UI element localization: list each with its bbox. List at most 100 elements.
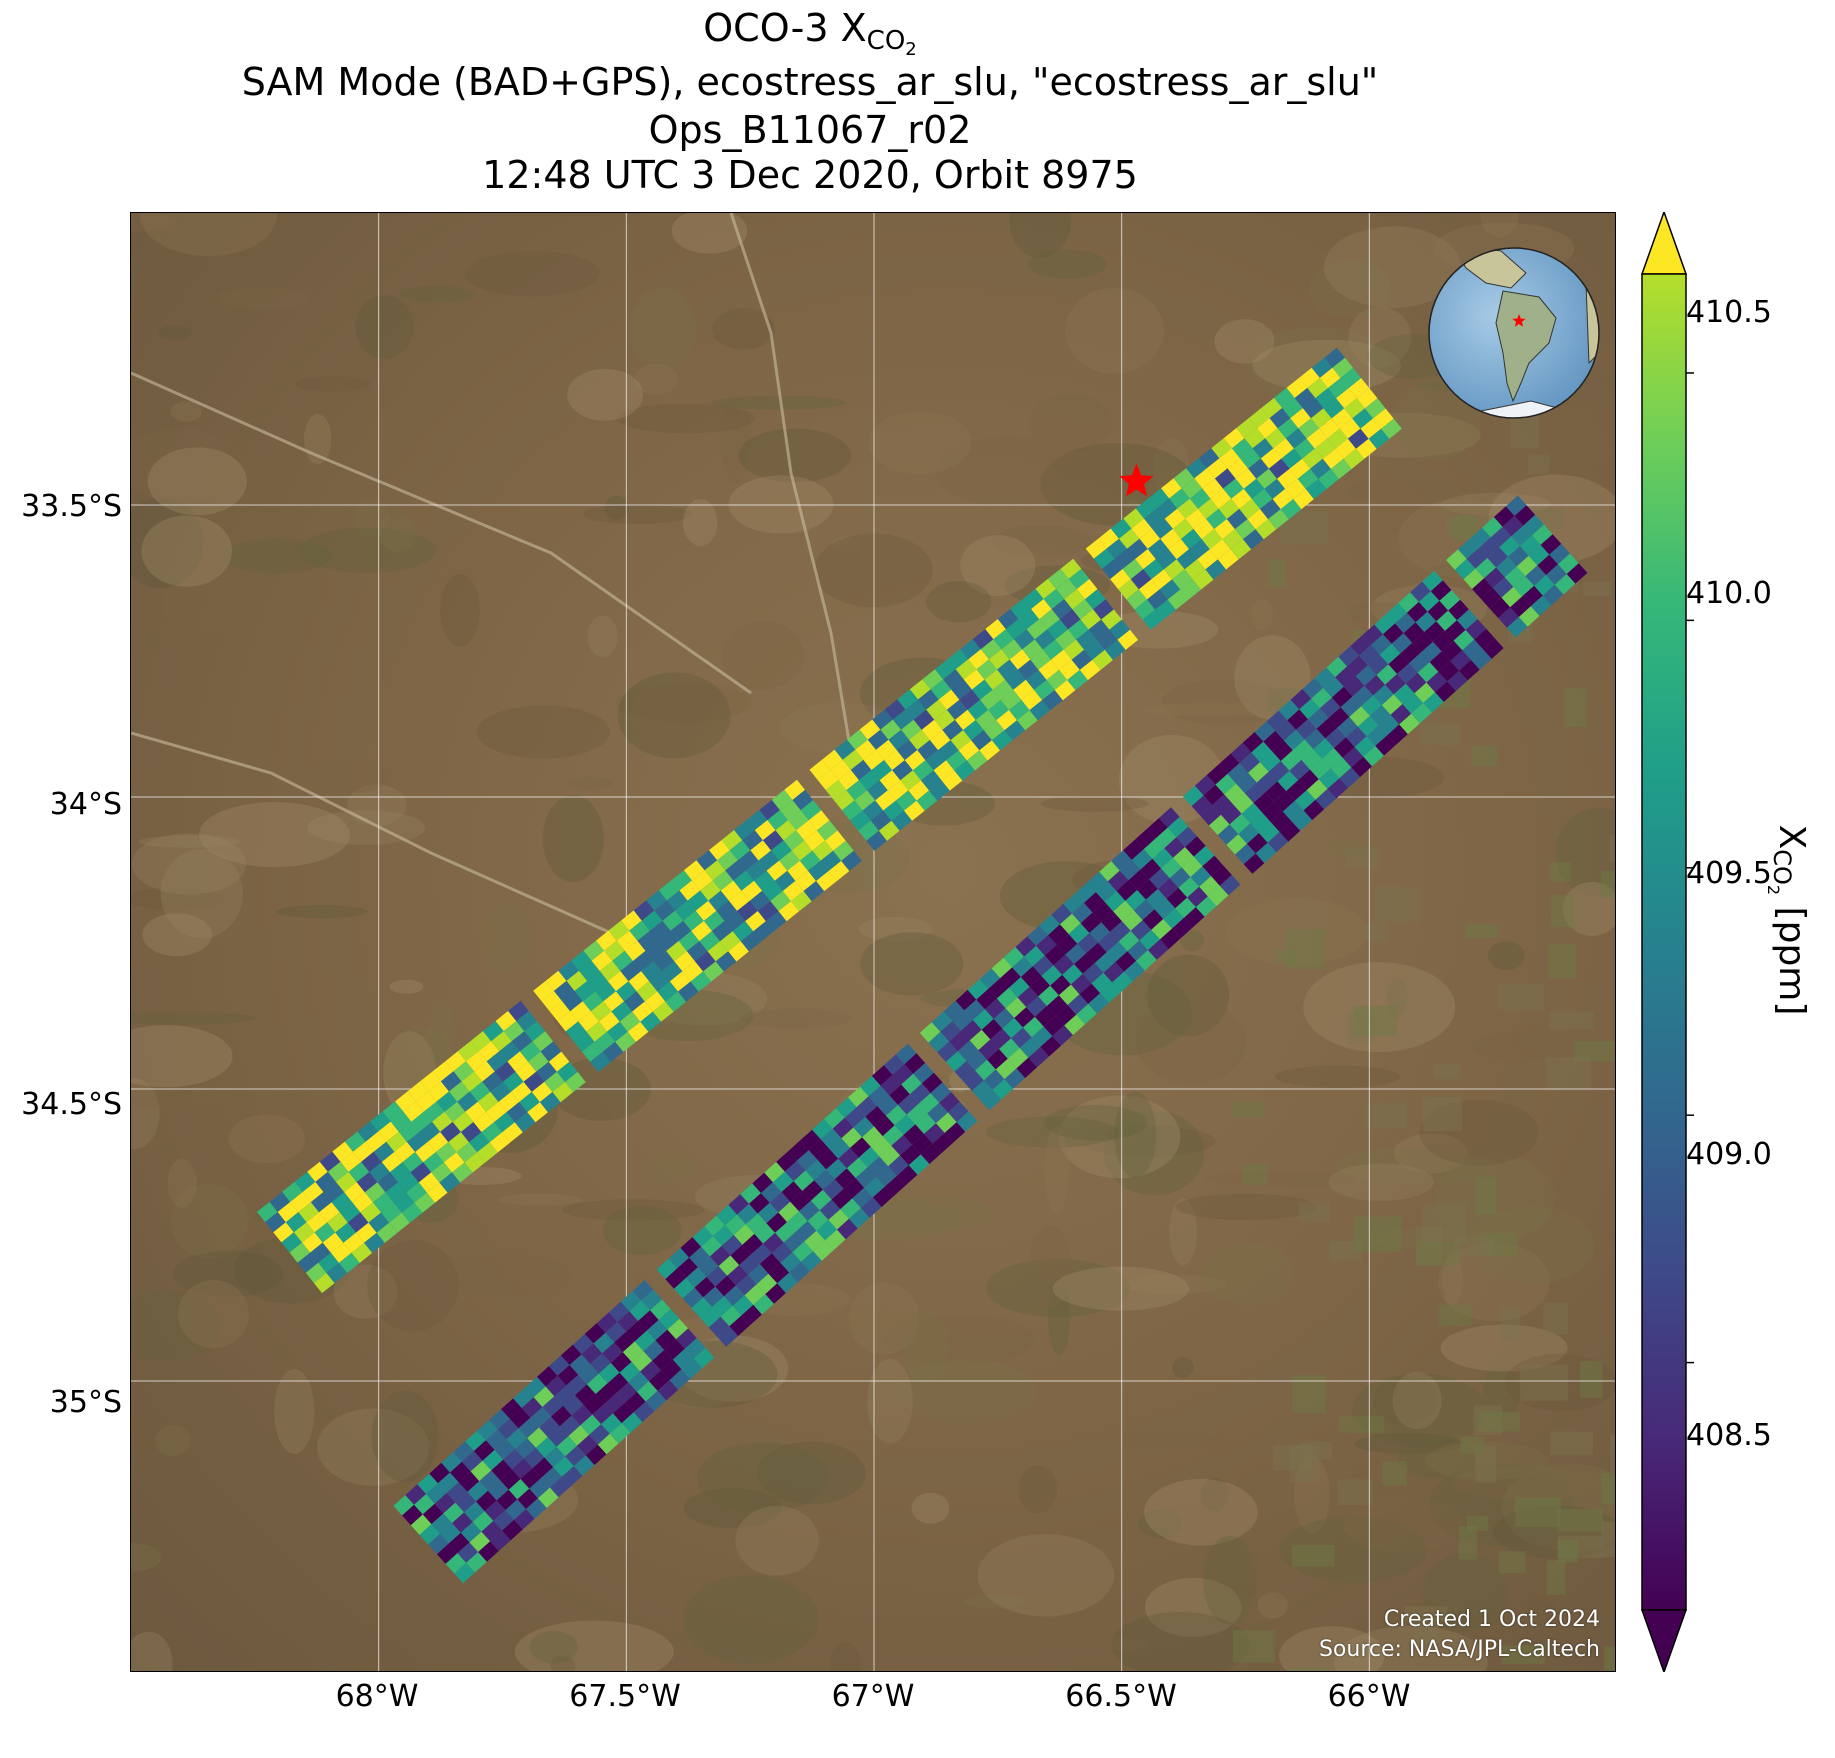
xco2-sounding	[538, 1487, 559, 1508]
xco2-sounding	[595, 981, 616, 1002]
xco2-sounding	[398, 1121, 420, 1142]
xco2-sounding	[935, 659, 956, 680]
xco2-sounding	[666, 890, 688, 911]
xco2-sounding	[1262, 801, 1283, 823]
xco2-sounding	[1280, 499, 1302, 520]
xco2-sounding	[753, 921, 774, 942]
xco2-sounding	[1169, 488, 1190, 509]
xco2-sounding	[828, 1209, 849, 1230]
xco2-sounding	[1152, 848, 1174, 869]
xco2-sounding	[900, 1144, 921, 1166]
xco2-sounding	[799, 1200, 820, 1221]
xco2-sounding	[704, 1215, 726, 1237]
xco2-sounding	[514, 1509, 535, 1530]
xco2-sounding	[880, 719, 902, 740]
xco2-sounding	[1110, 569, 1131, 590]
xco2-sounding	[428, 1081, 449, 1102]
xco2-sounding	[749, 1193, 770, 1214]
xco2-sounding	[1101, 609, 1122, 630]
xco2-sounding	[1199, 876, 1220, 897]
xco2-sounding	[443, 1502, 465, 1523]
map-canvas[interactable]	[131, 213, 1616, 1672]
xco2-sounding	[746, 809, 768, 831]
farmland-field	[1299, 1202, 1330, 1222]
xco2-sounding	[1072, 902, 1093, 924]
xco2-sounding	[980, 689, 1001, 710]
xco2-sounding	[533, 980, 554, 1001]
xco2-sounding	[323, 1182, 345, 1203]
xco2-sounding	[1441, 640, 1463, 661]
xco2-sounding	[763, 1232, 784, 1254]
xco2-sounding	[1299, 367, 1320, 388]
xco2-sounding	[834, 739, 856, 760]
xco2-sounding	[929, 780, 950, 801]
xco2-sounding	[856, 1096, 878, 1117]
xco2-sounding	[1352, 408, 1373, 429]
xco2-sounding	[940, 1021, 962, 1042]
xco2-sounding	[448, 1532, 470, 1554]
xco2-sounding	[1378, 714, 1400, 736]
terrain-patch	[902, 1308, 949, 1386]
xco2-sounding	[958, 740, 980, 761]
xco2-sounding	[612, 950, 633, 971]
xco2-sounding	[1048, 568, 1069, 589]
xco2-sounding	[757, 1202, 779, 1224]
xco2-sounding	[1040, 1036, 1061, 1057]
xco2-sounding	[621, 1412, 643, 1433]
xco2-sounding	[1116, 880, 1138, 901]
xco2-sounding	[777, 1272, 798, 1293]
xco2-sounding	[1142, 609, 1164, 630]
xco2-sounding	[1302, 398, 1324, 419]
xco2-sounding	[1193, 845, 1215, 867]
xco2-sounding	[943, 1000, 965, 1022]
xco2-sounding	[489, 1409, 510, 1430]
xco2-sounding	[1352, 685, 1374, 707]
xco2-sounding	[539, 1416, 560, 1437]
xco2-sounding	[927, 1102, 948, 1124]
xco2-sounding	[1131, 518, 1153, 539]
xco2-sounding	[1189, 539, 1210, 560]
xco2-sounding	[808, 810, 830, 831]
xco2-sounding	[1286, 780, 1307, 801]
xco2-sounding	[455, 1491, 476, 1513]
farmland-field	[1583, 581, 1611, 597]
terrain-patch	[529, 1630, 578, 1664]
terrain-patch	[1470, 1206, 1595, 1284]
xco2-sounding	[1498, 607, 1519, 628]
xco2-sounding	[930, 679, 952, 700]
terrain-patch	[740, 1008, 853, 1029]
xco2-sounding	[1201, 529, 1223, 550]
xco2-sounding	[870, 1136, 892, 1157]
xco2-sounding	[1251, 741, 1273, 763]
xco2-sounding	[1243, 853, 1265, 874]
xco2-sounding	[364, 1232, 385, 1253]
xco2-sounding	[715, 1275, 736, 1297]
xco2-sounding	[269, 1191, 291, 1212]
xco2-sounding	[921, 1072, 943, 1094]
xco2-sounding	[658, 1309, 680, 1330]
xco2-sounding	[445, 1051, 466, 1072]
xco2-sounding	[370, 1111, 391, 1132]
terrain-patch	[389, 979, 424, 994]
xco2-sounding	[888, 1155, 909, 1176]
xco2-sounding	[872, 709, 893, 730]
xco2-sounding	[925, 750, 947, 771]
xco2-sounding	[801, 1251, 822, 1272]
xco2-sounding	[1277, 418, 1299, 439]
map-panel[interactable]	[130, 212, 1616, 1672]
terrain-patch	[977, 1533, 1115, 1617]
xco2-sounding	[645, 940, 667, 962]
xco2-sounding	[1056, 578, 1077, 600]
xco2-sounding	[1209, 539, 1231, 560]
xco2-sounding	[1014, 1007, 1035, 1028]
terrain-patch	[1322, 838, 1373, 857]
xco2-sounding	[775, 1222, 796, 1243]
terrain-patch	[1279, 1626, 1385, 1671]
xco2-sounding	[746, 860, 767, 881]
xco2-sounding	[1239, 752, 1261, 773]
xco2-sounding	[980, 639, 1002, 660]
terrain-patch	[147, 447, 247, 516]
xco2-sounding	[1470, 527, 1491, 549]
xco2-sounding	[1139, 929, 1160, 951]
xco2-sounding	[460, 1122, 482, 1143]
